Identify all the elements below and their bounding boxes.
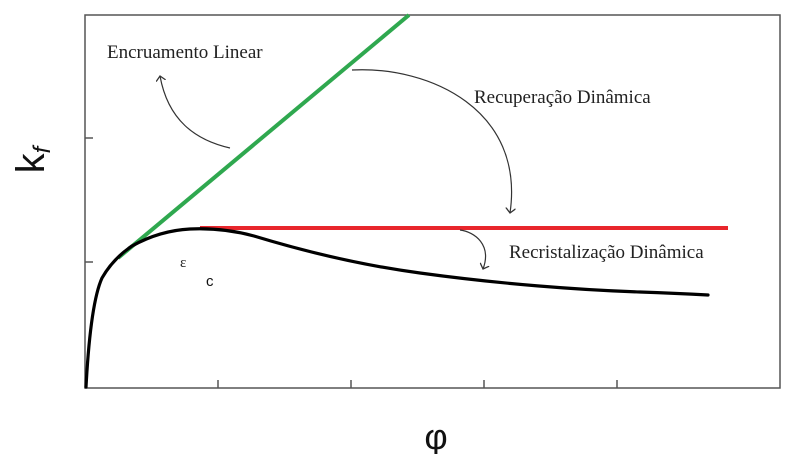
flow-curve [84, 227, 710, 389]
arrow-recovery [351, 69, 512, 213]
plot-frame [84, 14, 781, 389]
y-axis-ticks [85, 137, 93, 263]
arrow-recrystallization [459, 229, 486, 269]
linear-hardening-line [116, 13, 411, 260]
label-linear-hardening: Encruamento Linear [107, 42, 263, 63]
y-axis-label-main: k [9, 152, 53, 173]
label-dynamic-recovery: Recuperação Dinâmica [474, 87, 651, 108]
svg-text:kf: kf [9, 144, 56, 173]
x-axis-ticks [217, 380, 618, 388]
y-axis-label: kf [9, 144, 56, 173]
arrow-linear [160, 76, 231, 149]
critical-strain-symbol: ε [180, 255, 186, 271]
critical-strain-subscript: c [206, 273, 214, 290]
y-axis-label-subscript: f [29, 144, 56, 153]
label-dynamic-recrystallization: Recristalização Dinâmica [509, 242, 704, 263]
x-axis-label: φ [424, 416, 447, 454]
